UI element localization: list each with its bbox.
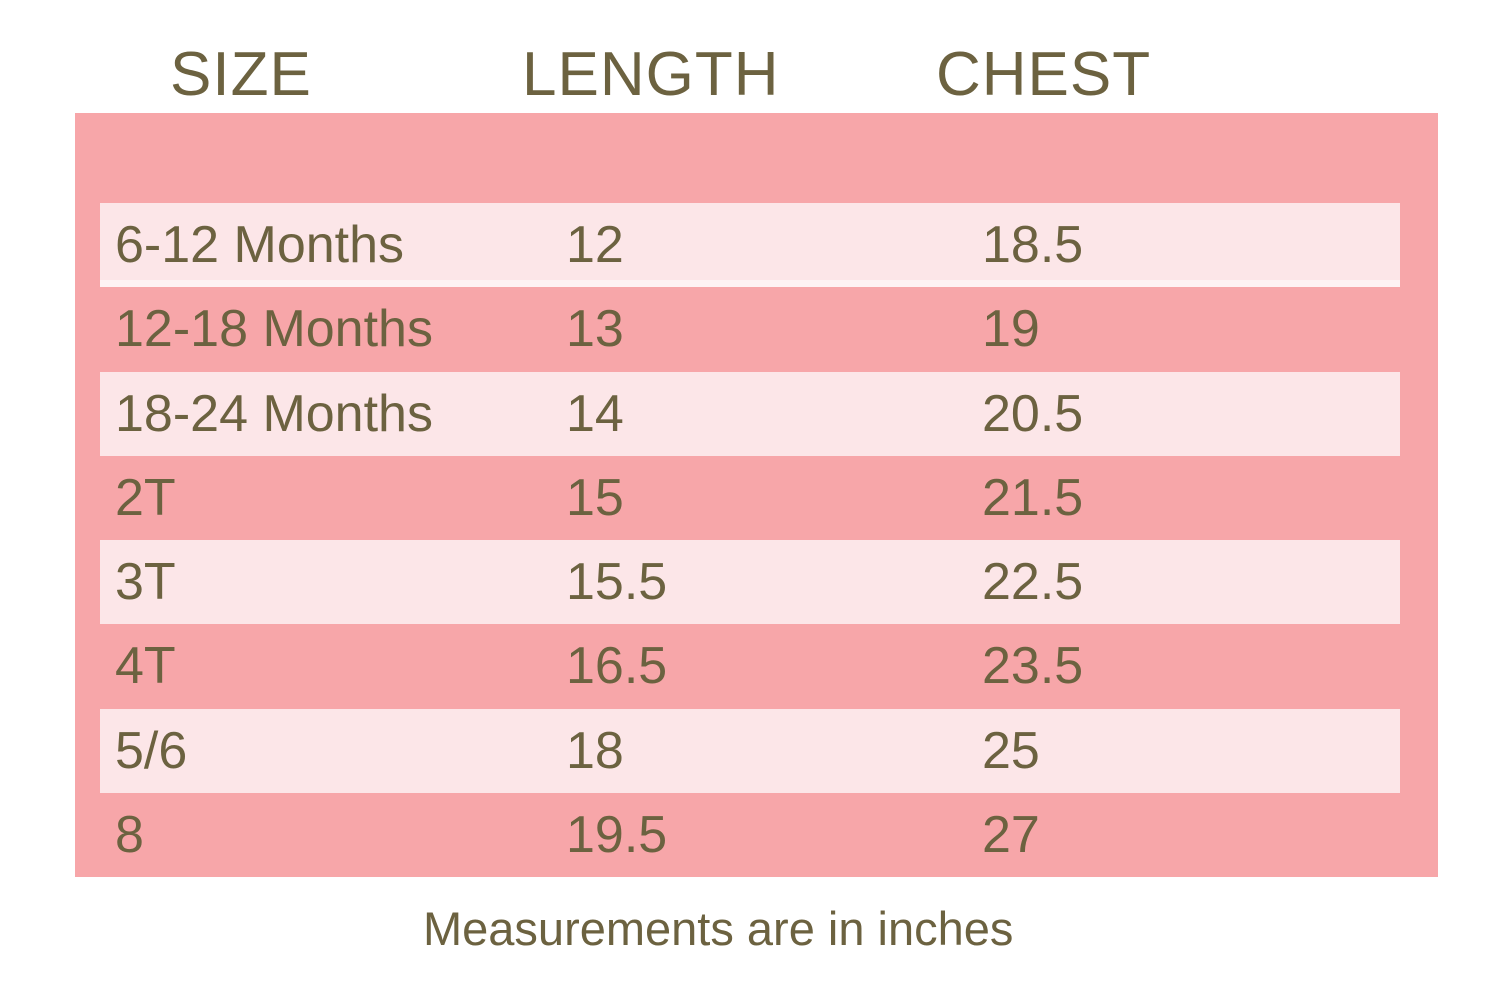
- table-row: 18-24 Months 14 20.5: [75, 371, 1438, 456]
- chest-cell: 21.5: [982, 468, 1084, 527]
- length-cell: 14: [566, 384, 624, 443]
- size-cell: 12-18 Months: [115, 300, 433, 359]
- size-cell: 4T: [115, 637, 176, 696]
- table-row: 12-18 Months 13 19: [75, 287, 1438, 371]
- row-highlight: [100, 708, 1400, 793]
- table-row: 5/6 18 25: [75, 708, 1438, 793]
- size-cell: 5/6: [115, 721, 188, 780]
- size-cell: 6-12 Months: [115, 216, 405, 275]
- length-cell: 16.5: [566, 637, 668, 696]
- column-header-chest: CHEST: [936, 40, 1152, 109]
- row-highlight: [100, 203, 1400, 288]
- chest-cell: 19: [982, 300, 1040, 359]
- table-row: 2T 15 21.5: [75, 456, 1438, 540]
- size-cell: 3T: [115, 553, 176, 612]
- row-highlight: [100, 540, 1400, 625]
- length-cell: 19.5: [566, 805, 668, 864]
- table-top-spacer: [75, 113, 1438, 203]
- table-row: 8 19.5 27: [75, 793, 1438, 877]
- row-highlight: [100, 371, 1400, 456]
- column-header-length: LENGTH: [522, 40, 780, 109]
- chest-cell: 27: [982, 805, 1040, 864]
- chest-cell: 23.5: [982, 637, 1084, 696]
- size-cell: 18-24 Months: [115, 384, 433, 443]
- size-cell: 2T: [115, 468, 176, 527]
- size-table: 6-12 Months 12 18.5 12-18 Months 13 19 1…: [75, 113, 1438, 877]
- chest-cell: 22.5: [982, 553, 1084, 612]
- length-cell: 12: [566, 216, 624, 275]
- column-header-size: SIZE: [170, 40, 312, 109]
- length-cell: 15: [566, 468, 624, 527]
- chest-cell: 20.5: [982, 384, 1084, 443]
- table-row: 3T 15.5 22.5: [75, 540, 1438, 625]
- size-cell: 8: [115, 805, 144, 864]
- table-row: 6-12 Months 12 18.5: [75, 203, 1438, 288]
- length-cell: 15.5: [566, 553, 668, 612]
- length-cell: 13: [566, 300, 624, 359]
- length-cell: 18: [566, 721, 624, 780]
- measurements-note: Measurements are in inches: [423, 902, 1014, 955]
- chest-cell: 18.5: [982, 216, 1084, 275]
- chest-cell: 25: [982, 721, 1040, 780]
- table-row: 4T 16.5 23.5: [75, 624, 1438, 708]
